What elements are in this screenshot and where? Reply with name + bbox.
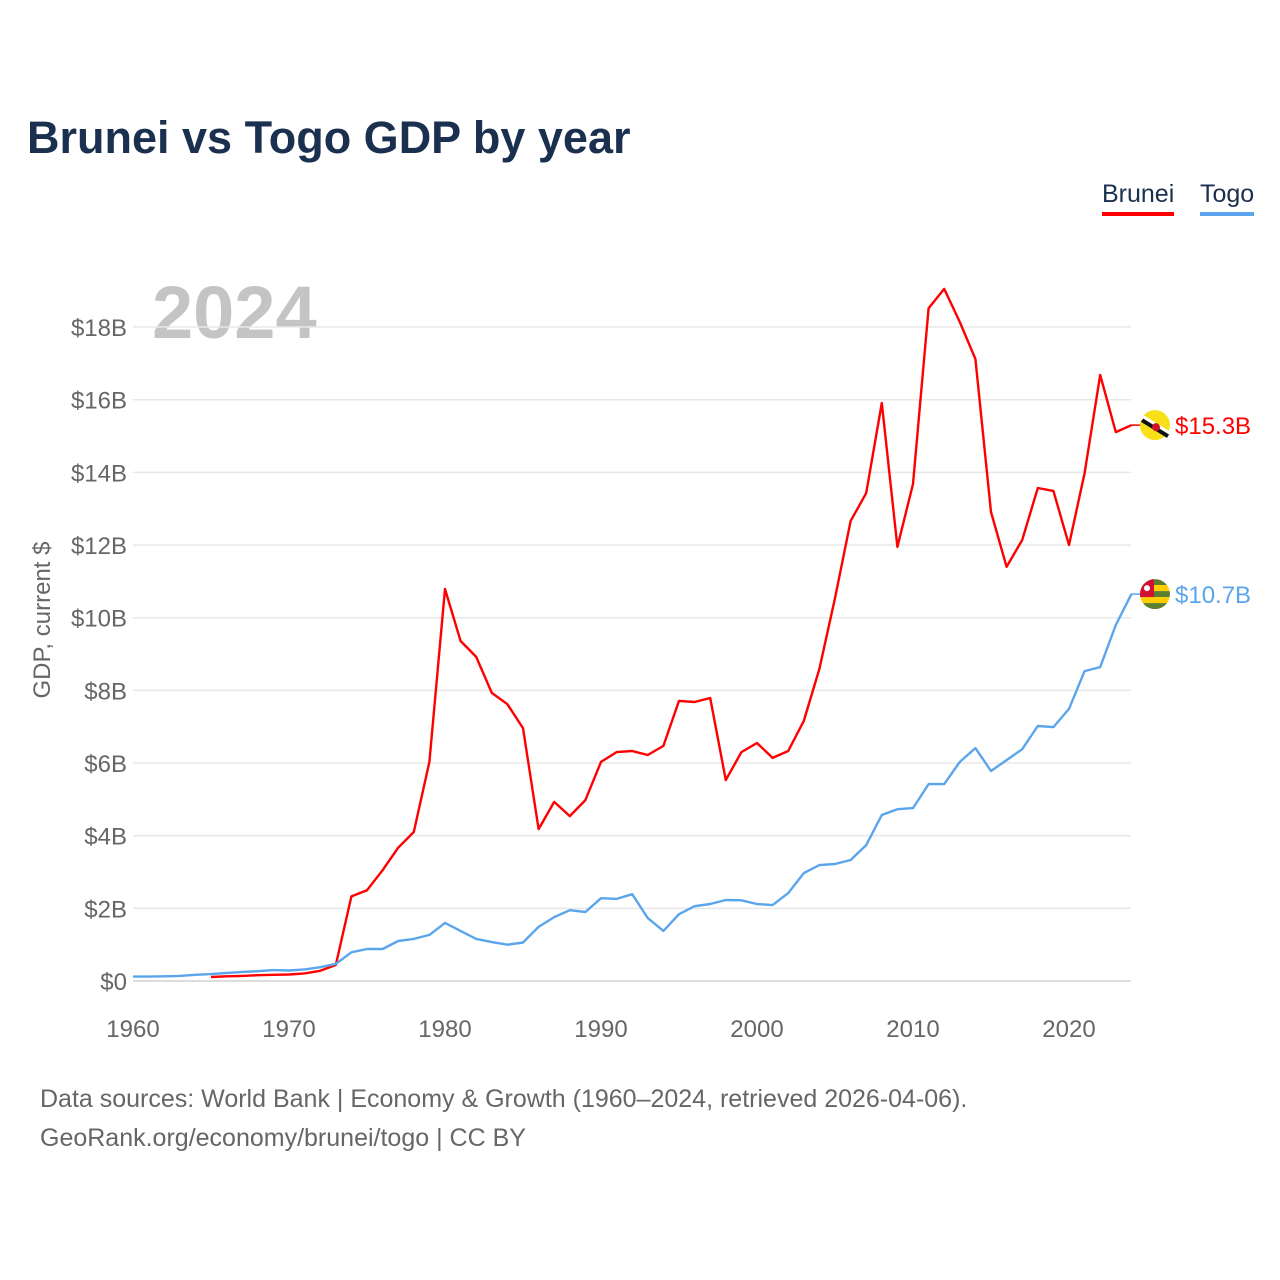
chart-title: Brunei vs Togo GDP by year bbox=[27, 112, 631, 163]
source-link[interactable]: GeoRank.org/economy/brunei/togo | CC BY bbox=[40, 1124, 526, 1152]
y-axis-label: GDP, current $ bbox=[29, 542, 56, 699]
year-watermark: 2024 bbox=[152, 271, 317, 354]
flag-star bbox=[1144, 585, 1150, 592]
end-value-label: $10.7B bbox=[1175, 582, 1251, 609]
flag-stripe bbox=[1140, 591, 1170, 598]
flag-stripe bbox=[1140, 597, 1170, 604]
x-tick-label: 2010 bbox=[886, 1016, 939, 1043]
flag-stripe bbox=[1140, 585, 1170, 592]
end-value-label: $15.3B bbox=[1175, 413, 1251, 440]
brunei-flag-icon bbox=[1140, 410, 1170, 441]
togo-flag-icon bbox=[1140, 579, 1170, 610]
x-tick-label: 1980 bbox=[418, 1016, 471, 1043]
y-tick-label: $8B bbox=[84, 678, 127, 705]
flag-stripe bbox=[1140, 579, 1170, 586]
legend-togo[interactable]: Togo bbox=[1200, 180, 1255, 216]
y-tick-label: $18B bbox=[71, 315, 127, 342]
x-tick-label: 1990 bbox=[574, 1016, 627, 1043]
y-tick-label: $12B bbox=[71, 533, 127, 560]
y-tick-label: $10B bbox=[71, 606, 127, 633]
y-tick-label: $14B bbox=[71, 460, 127, 487]
y-tick-label: $16B bbox=[71, 388, 127, 415]
flag-body bbox=[1140, 579, 1170, 610]
x-tick-label: 2000 bbox=[730, 1016, 783, 1043]
legend-brunei[interactable]: Brunei bbox=[1102, 180, 1175, 216]
y-tick-label: $6B bbox=[84, 751, 127, 778]
x-tick-label: 1960 bbox=[106, 1016, 159, 1043]
x-tick-label: 2020 bbox=[1042, 1016, 1095, 1043]
flag-emblem bbox=[1152, 423, 1160, 432]
flag-stripe bbox=[1140, 603, 1170, 610]
y-tick-label: $2B bbox=[84, 896, 127, 923]
y-tick-label: $4B bbox=[84, 824, 127, 851]
y-tick-label: $0 bbox=[100, 969, 127, 996]
series-line-togo bbox=[133, 593, 1133, 978]
series-line-brunei bbox=[210, 287, 1132, 979]
x-tick-label: 1970 bbox=[262, 1016, 315, 1043]
data-sources: Data sources: World Bank | Economy & Gro… bbox=[40, 1085, 968, 1113]
